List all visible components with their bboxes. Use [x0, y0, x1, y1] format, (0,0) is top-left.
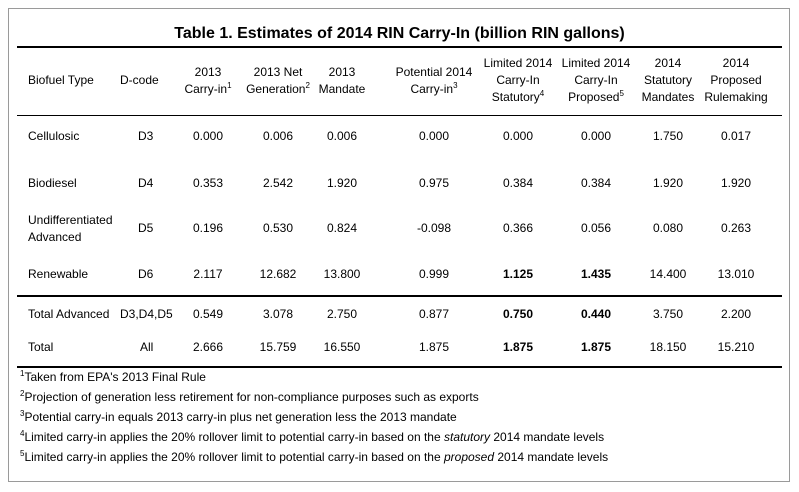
row-biodiesel-carry-2013: 0.353 — [192, 176, 224, 190]
row-total-advanced-mandate-2013: 2.750 — [326, 307, 358, 321]
row-cellulosic-limited-statutory: 0.000 — [502, 129, 534, 143]
row-renewable-statutory-mandate: 14.400 — [649, 267, 687, 281]
row-cellulosic-net-gen: 0.006 — [262, 129, 294, 143]
row-total-statutory-mandate: 18.150 — [649, 340, 687, 354]
footnote-4: 4Limited carry-in applies the 20% rollov… — [20, 429, 605, 445]
header-2013-mandate: 2013 Mandate — [318, 65, 366, 96]
row-cellulosic-type: Cellulosic — [28, 129, 80, 143]
header-dcode: D-code — [120, 73, 159, 87]
row-undiff-dcode: D5 — [138, 221, 154, 235]
row-biodiesel-limited-statutory: 0.384 — [502, 176, 534, 190]
row-cellulosic-potential: 0.000 — [418, 129, 450, 143]
header-2013-carry-in: 2013 Carry-in1 — [184, 65, 232, 96]
row-undiff-statutory-mandate: 0.080 — [652, 221, 684, 235]
row-biodiesel-net-gen: 2.542 — [262, 176, 294, 190]
row-renewable-net-gen: 12.682 — [259, 267, 297, 281]
header-bottom-rule — [17, 115, 782, 116]
row-total-advanced-carry-2013: 0.549 — [192, 307, 224, 321]
row-biodiesel-type: Biodiesel — [28, 176, 77, 190]
row-renewable-limited-statutory: 1.125 — [502, 267, 534, 281]
row-biodiesel-dcode: D4 — [138, 176, 154, 190]
row-renewable-carry-2013: 2.117 — [193, 267, 223, 281]
row-cellulosic-limited-proposed: 0.000 — [580, 129, 612, 143]
row-total-limited-statutory: 1.875 — [502, 340, 534, 354]
table-frame — [8, 8, 790, 482]
row-total-advanced-limited-statutory: 0.750 — [502, 307, 534, 321]
row-total-advanced-statutory-mandate: 3.750 — [652, 307, 684, 321]
header-2014-proposed-rulemaking: 2014 Proposed Rulemaking — [704, 56, 768, 104]
row-total-net-gen: 15.759 — [259, 340, 297, 354]
header-limited-statutory: Limited 2014 Carry-In Statutory4 — [483, 56, 553, 104]
header-potential-2014-carry-in: Potential 2014 Carry-in3 — [395, 65, 473, 96]
row-cellulosic-dcode: D3 — [138, 129, 154, 143]
row-renewable-potential: 0.999 — [418, 267, 450, 281]
row-total-type: Total — [28, 340, 54, 354]
row-cellulosic-carry-2013: 0.000 — [192, 129, 224, 143]
row-biodiesel-mandate-2013: 1.920 — [326, 176, 358, 190]
row-total-advanced-potential: 0.877 — [418, 307, 450, 321]
header-biofuel-type: Biofuel Type — [28, 73, 94, 87]
header-top-rule — [17, 46, 782, 48]
row-total-advanced-type: Total Advanced — [28, 307, 110, 321]
footnote-5: 5Limited carry-in applies the 20% rollov… — [20, 449, 609, 465]
row-renewable-proposed-rulemaking: 13.010 — [717, 267, 755, 281]
row-total-mandate-2013: 16.550 — [323, 340, 361, 354]
row-renewable-limited-proposed: 1.435 — [580, 267, 612, 281]
row-biodiesel-potential: 0.975 — [418, 176, 450, 190]
row-total-advanced-proposed-rulemaking: 2.200 — [720, 307, 752, 321]
totals-top-rule — [17, 295, 782, 297]
table-title: Table 1. Estimates of 2014 RIN Carry-In … — [174, 25, 625, 42]
row-biodiesel-proposed-rulemaking: 1.920 — [720, 176, 752, 190]
row-renewable-dcode: D6 — [138, 267, 154, 281]
row-biodiesel-statutory-mandate: 1.920 — [652, 176, 684, 190]
header-limited-proposed: Limited 2014 Carry-In Proposed5 — [561, 56, 631, 104]
row-total-advanced-limited-proposed: 0.440 — [580, 307, 612, 321]
row-undiff-carry-2013: 0.196 — [192, 221, 224, 235]
row-total-potential: 1.875 — [418, 340, 450, 354]
row-total-proposed-rulemaking: 15.210 — [717, 340, 755, 354]
footnote-2: 2Projection of generation less retiremen… — [20, 389, 479, 405]
row-undiff-type: Undifferentiated Advanced — [28, 213, 113, 244]
row-total-advanced-net-gen: 3.078 — [262, 307, 294, 321]
row-undiff-potential: -0.098 — [416, 221, 452, 235]
row-cellulosic-statutory-mandate: 1.750 — [652, 129, 684, 143]
footnote-3: 3Potential carry-in equals 2013 carry-in… — [20, 409, 457, 425]
row-undiff-mandate-2013: 0.824 — [326, 221, 358, 235]
row-undiff-limited-statutory: 0.366 — [502, 221, 534, 235]
row-total-dcode: All — [140, 340, 154, 354]
row-renewable-mandate-2013: 13.800 — [323, 267, 361, 281]
row-undiff-limited-proposed: 0.056 — [580, 221, 612, 235]
table-bottom-rule — [17, 366, 782, 368]
row-total-carry-2013: 2.666 — [192, 340, 224, 354]
header-2014-statutory-mandates: 2014 Statutory Mandates — [641, 56, 695, 104]
row-renewable-type: Renewable — [28, 267, 89, 281]
row-total-limited-proposed: 1.875 — [580, 340, 612, 354]
row-cellulosic-proposed-rulemaking: 0.017 — [720, 129, 752, 143]
row-cellulosic-mandate-2013: 0.006 — [326, 129, 358, 143]
footnote-1: 1Taken from EPA's 2013 Final Rule — [20, 369, 206, 385]
row-total-advanced-dcode: D3,D4,D5 — [120, 307, 173, 321]
row-biodiesel-limited-proposed: 0.384 — [580, 176, 612, 190]
row-undiff-net-gen: 0.530 — [262, 221, 294, 235]
header-2013-net-generation: 2013 Net Generation2 — [246, 65, 310, 96]
row-undiff-proposed-rulemaking: 0.263 — [720, 221, 752, 235]
